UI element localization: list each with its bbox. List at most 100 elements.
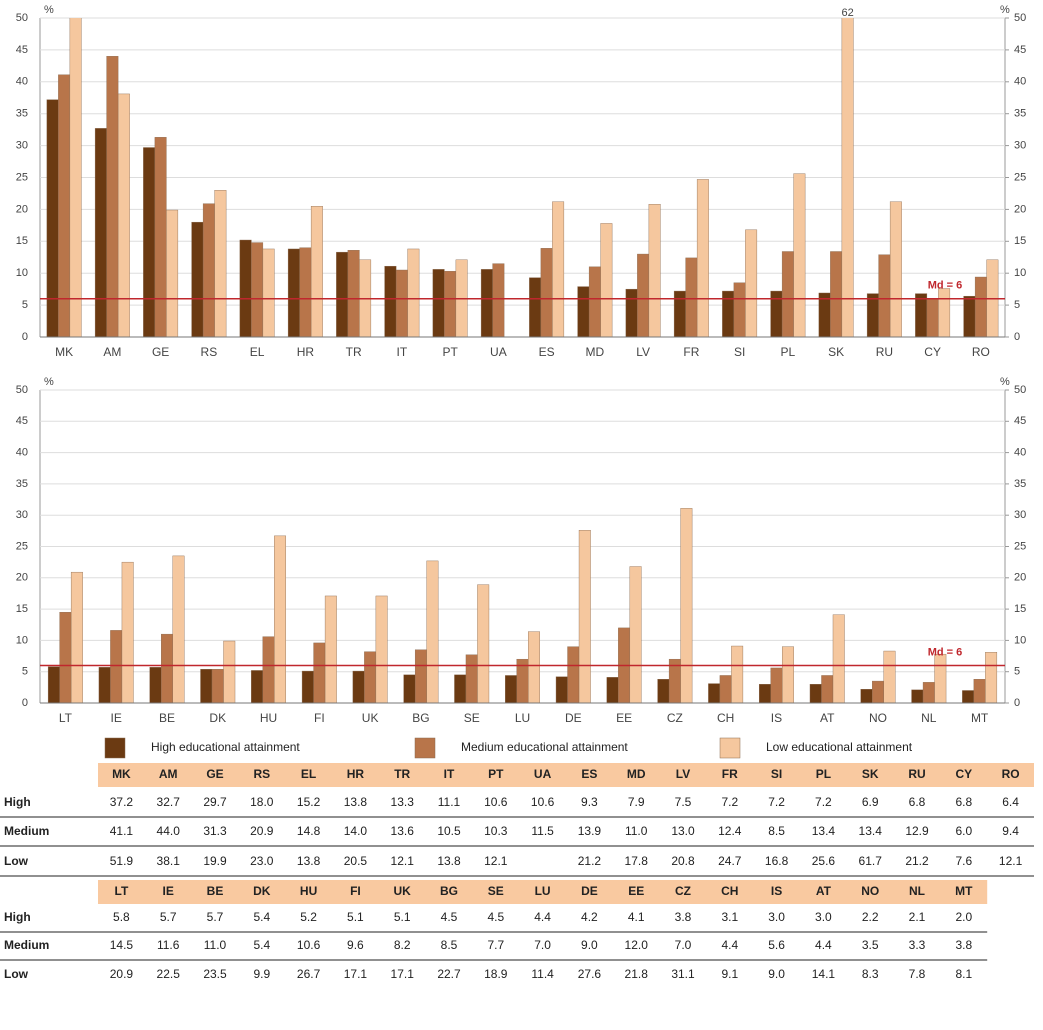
table-header: CZ xyxy=(675,884,691,898)
table-cell: 44.0 xyxy=(157,824,181,838)
median-label: Md = 6 xyxy=(928,280,963,292)
table-cell: 13.8 xyxy=(344,795,368,809)
y-tick-label: 25 xyxy=(16,540,28,552)
table-cell: 14.0 xyxy=(344,824,368,838)
y-tick-label: 5 xyxy=(22,299,28,311)
y2-tick-label: 40 xyxy=(1014,447,1026,459)
table-cell: 11.4 xyxy=(531,967,554,981)
x-tick-label: DE xyxy=(565,711,582,725)
table-cell: 3.1 xyxy=(721,910,738,924)
table-cell: 7.2 xyxy=(721,795,738,809)
bar xyxy=(872,680,884,704)
table-cell: 22.5 xyxy=(157,967,181,981)
bar xyxy=(793,173,806,338)
table-cell: 20.8 xyxy=(671,854,695,868)
table-header: HR xyxy=(347,767,365,781)
bar xyxy=(578,530,591,704)
x-tick-label: AM xyxy=(103,345,121,359)
table-cell: 7.2 xyxy=(768,795,785,809)
table-cell: 16.8 xyxy=(765,854,789,868)
bar xyxy=(866,293,879,338)
y-tick-label: 10 xyxy=(16,634,28,646)
bar xyxy=(70,571,83,704)
y-tick-label: 40 xyxy=(16,76,28,88)
table-cell: 9.4 xyxy=(1002,824,1019,838)
bar xyxy=(384,265,397,338)
table-cell: 23.0 xyxy=(250,854,274,868)
table-cell: 21.2 xyxy=(905,854,929,868)
bar xyxy=(973,679,986,704)
bar xyxy=(347,250,360,338)
bar xyxy=(414,649,427,704)
table-cell: 22.7 xyxy=(437,967,461,981)
y2-tick-label: 10 xyxy=(1014,634,1026,646)
bar xyxy=(926,298,939,338)
table-cell: 20.9 xyxy=(110,967,134,981)
bar xyxy=(985,652,998,704)
x-tick-label: RO xyxy=(972,345,990,359)
y2-tick-label: 45 xyxy=(1014,415,1026,427)
x-tick-label: PL xyxy=(781,345,796,359)
bar xyxy=(58,74,71,338)
table-cell: 6.8 xyxy=(909,795,926,809)
bar xyxy=(59,612,72,704)
table-cell: 14.5 xyxy=(110,938,134,952)
x-tick-label: UA xyxy=(490,345,507,359)
table-cell: 12.9 xyxy=(905,824,929,838)
bar xyxy=(324,595,337,704)
table-cell: 4.5 xyxy=(487,910,504,924)
table-header: SE xyxy=(488,884,504,898)
bar xyxy=(552,201,565,338)
x-tick-label: CY xyxy=(924,345,941,359)
table-cell: 31.3 xyxy=(203,824,227,838)
bar xyxy=(200,668,213,704)
bar xyxy=(444,271,457,338)
table-header: MD xyxy=(627,767,646,781)
table-header: HU xyxy=(300,884,317,898)
median-label: Md = 6 xyxy=(928,646,963,658)
table-cell: 8.2 xyxy=(394,938,411,952)
y2-tick-label: 5 xyxy=(1014,299,1020,311)
y2-tick-label: 25 xyxy=(1014,171,1026,183)
table-cell: 5.4 xyxy=(253,910,270,924)
table-header: IE xyxy=(163,884,174,898)
bar xyxy=(648,204,661,338)
table-cell: 13.8 xyxy=(437,854,461,868)
table-header: MT xyxy=(955,884,973,898)
table-header: RO xyxy=(1002,767,1020,781)
table-cell: 13.9 xyxy=(578,824,602,838)
table-header: RS xyxy=(253,767,270,781)
bar xyxy=(46,99,59,338)
table-cell: 12.1 xyxy=(999,854,1023,868)
table-header: AM xyxy=(159,767,178,781)
bar xyxy=(680,508,693,704)
table-cell: 5.7 xyxy=(207,910,224,924)
table-header: TR xyxy=(394,767,410,781)
table-header: UA xyxy=(534,767,552,781)
bar xyxy=(915,293,928,338)
legend-label: Low educational attainment xyxy=(766,740,913,754)
table-cell: 20.5 xyxy=(344,854,368,868)
bar xyxy=(274,535,287,704)
y-tick-label: 20 xyxy=(16,572,28,584)
bar xyxy=(860,689,873,704)
table-cell: 14.8 xyxy=(297,824,321,838)
x-tick-label: LV xyxy=(636,345,650,359)
bar xyxy=(301,670,314,704)
table-cell: 9.9 xyxy=(253,967,270,981)
table-cell: 10.5 xyxy=(437,824,461,838)
table-header: LT xyxy=(115,884,129,898)
table-cell: 13.4 xyxy=(859,824,883,838)
bars xyxy=(47,508,998,704)
table-cell: 5.1 xyxy=(347,910,364,924)
bar xyxy=(809,684,822,704)
table-cell: 3.0 xyxy=(768,910,785,924)
table-cell: 19.9 xyxy=(203,854,227,868)
table-cell: 13.3 xyxy=(391,795,415,809)
table-header: PT xyxy=(488,767,504,781)
x-tick-label: DK xyxy=(209,711,226,725)
table-header: AT xyxy=(816,884,832,898)
table-header: IT xyxy=(444,767,455,781)
x-tick-label: MD xyxy=(586,345,605,359)
